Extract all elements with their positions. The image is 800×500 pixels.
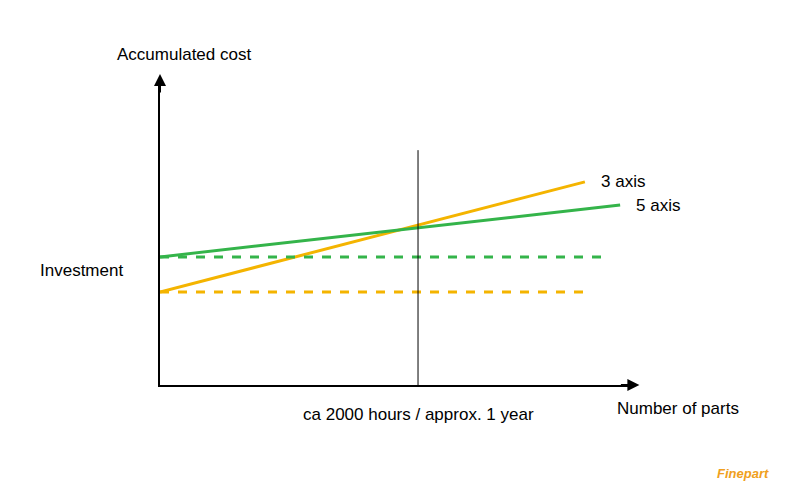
- svg-text:Finepart: Finepart: [717, 466, 769, 481]
- svg-text:5 axis: 5 axis: [636, 196, 680, 215]
- svg-text:ca 2000 hours / approx. 1 year: ca 2000 hours / approx. 1 year: [303, 405, 534, 424]
- svg-text:Investment: Investment: [40, 261, 123, 280]
- svg-text:Number of parts: Number of parts: [617, 399, 739, 418]
- svg-text:3 axis: 3 axis: [601, 172, 645, 191]
- svg-text:Accumulated cost: Accumulated cost: [117, 45, 251, 64]
